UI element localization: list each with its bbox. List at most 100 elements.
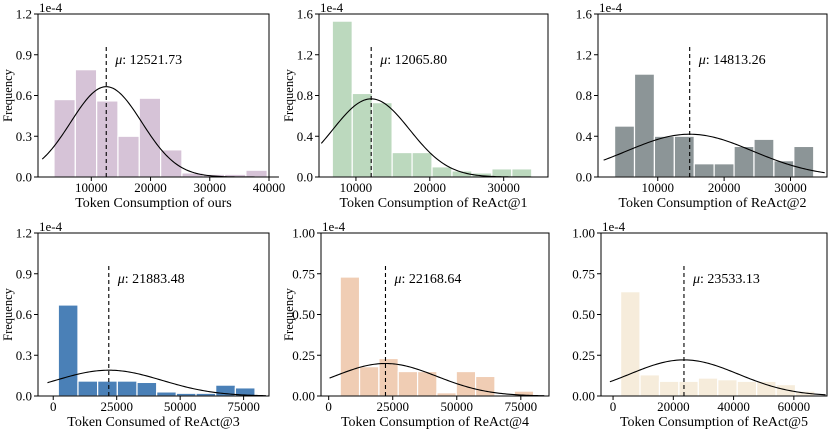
mu-value: : 14813.26 xyxy=(706,53,766,68)
y-tick-label: 0.75 xyxy=(292,266,315,281)
y-axis-title: Frequency xyxy=(282,68,296,122)
y-tick-label: 0.4 xyxy=(576,129,593,144)
x-tick-label: 25000 xyxy=(100,399,133,414)
x-tick-label: 10000 xyxy=(641,180,674,195)
histogram-bar xyxy=(658,380,680,397)
x-tick-label: 40000 xyxy=(253,180,286,195)
x-tick-label: 30000 xyxy=(487,180,520,195)
histogram-bar xyxy=(717,379,738,397)
x-tick-label: 40000 xyxy=(717,399,750,414)
x-axis-title: Token Consumption of ReAct@1 xyxy=(339,196,527,211)
histogram-bar xyxy=(339,276,361,397)
x-tick-label: 25000 xyxy=(376,399,409,414)
histogram-bar xyxy=(639,374,661,397)
mu-value: : 22168.64 xyxy=(402,272,462,287)
histogram-bar xyxy=(371,102,393,178)
mean-annotation: μ: 14813.26 xyxy=(698,53,766,68)
histogram-bar xyxy=(475,375,496,397)
histogram-bar xyxy=(653,135,675,178)
y-tick-label: 0.6 xyxy=(16,307,33,322)
x-tick-label: 10000 xyxy=(340,180,373,195)
y-tick-label: 0.0 xyxy=(16,389,32,404)
normal-fit-curve xyxy=(329,362,545,397)
mu-symbol: μ xyxy=(117,272,125,287)
x-axis-title: Token Consumption of ReAct@5 xyxy=(620,415,808,429)
histogram-bar xyxy=(138,97,162,178)
histogram-bar xyxy=(693,163,715,178)
y-scale-exponent: 1e-4 xyxy=(320,0,344,15)
x-axis-title: Token Consumption of ReAct@2 xyxy=(618,196,806,211)
y-tick-label: 0.8 xyxy=(576,88,592,103)
y-tick-label: 0.9 xyxy=(16,266,32,281)
mean-annotation: μ: 23533.13 xyxy=(692,272,760,287)
x-tick-label: 75000 xyxy=(227,399,260,414)
x-tick-label: 0 xyxy=(325,399,332,414)
histogram-bar xyxy=(57,304,79,397)
histogram-bar xyxy=(736,380,758,397)
y-tick-label: 1.6 xyxy=(297,7,314,22)
x-tick-label: 20000 xyxy=(134,180,167,195)
mu-symbol: μ xyxy=(379,53,387,68)
x-axis-title: Token Consumed of ReAct@3 xyxy=(67,415,240,429)
histogram-bar xyxy=(491,168,513,178)
x-tick-label: 0 xyxy=(610,399,617,414)
x-tick-label: 20000 xyxy=(708,180,741,195)
x-tick-label: 10000 xyxy=(75,180,108,195)
y-tick-label: 0.6 xyxy=(16,88,33,103)
y-scale-exponent: 1e-4 xyxy=(39,0,63,15)
y-tick-label: 0.0 xyxy=(297,170,313,185)
mu-value: : 12065.80 xyxy=(387,53,447,68)
normal-fit-curve xyxy=(47,369,266,397)
y-tick-label: 0.75 xyxy=(572,266,595,281)
mean-annotation: μ: 12521.73 xyxy=(114,53,182,68)
y-tick-label: 0.00 xyxy=(572,389,595,404)
mu-value: : 21883.48 xyxy=(125,272,185,287)
x-tick-label: 75000 xyxy=(505,399,538,414)
y-tick-label: 1.2 xyxy=(576,47,592,62)
subplot-3: μ: 14813.26 0.0 0.4 0.8 1.2 1.6 10000 20000 3000… xyxy=(576,0,828,211)
x-tick-label: 60000 xyxy=(778,399,811,414)
subplot-6: μ: 23533.13 0.00 0.25 0.50 0.75 1.00 0 20000 400… xyxy=(572,219,828,429)
histogram-bar xyxy=(397,370,419,397)
mu-symbol: μ xyxy=(114,53,122,68)
y-tick-label: 0.9 xyxy=(16,47,32,62)
x-axis-title: Token Consumption of ReAct@4 xyxy=(341,415,529,429)
mu-symbol: μ xyxy=(692,272,700,287)
histogram-bar xyxy=(678,380,699,397)
histogram-bar xyxy=(756,380,777,397)
y-tick-label: 0.50 xyxy=(292,307,315,322)
y-tick-label: 0.0 xyxy=(576,170,592,185)
y-scale-exponent: 1e-4 xyxy=(602,219,626,234)
histogram-bar xyxy=(619,291,641,397)
histogram-bar xyxy=(455,370,477,397)
y-tick-label: 0.00 xyxy=(292,389,315,404)
x-axis-title: Token Consumption of ours xyxy=(75,196,232,211)
histogram-bar xyxy=(793,145,815,178)
histogram-bar xyxy=(391,151,413,178)
histogram-bar xyxy=(673,135,695,178)
x-tick-label: 20000 xyxy=(657,399,690,414)
histogram-bar xyxy=(136,381,158,397)
y-tick-label: 0.3 xyxy=(16,129,32,144)
histogram-bar xyxy=(713,163,735,178)
y-scale-exponent: 1e-4 xyxy=(39,219,63,234)
y-tick-label: 0.25 xyxy=(292,348,315,363)
histogram-bar xyxy=(245,169,268,178)
mu-symbol: μ xyxy=(698,53,706,68)
subplot-2: μ: 12065.80 0.0 0.4 0.8 1.2 1.6 10000 20000 3000… xyxy=(282,0,549,211)
subplot-5: μ: 22168.64 0.00 0.25 0.50 0.75 1.00 0 25000 500… xyxy=(282,219,550,429)
y-tick-label: 1.2 xyxy=(297,47,313,62)
histogram-bar xyxy=(160,149,183,178)
y-tick-label: 0.50 xyxy=(572,307,595,322)
x-tick-label: 20000 xyxy=(414,180,447,195)
mu-value: : 23533.13 xyxy=(700,272,760,287)
histogram-bar xyxy=(77,380,99,397)
y-tick-label: 1.00 xyxy=(572,226,595,241)
histogram-bar xyxy=(156,391,177,397)
histogram-bar xyxy=(633,73,656,178)
x-tick-label: 50000 xyxy=(164,399,197,414)
histogram-bar xyxy=(53,98,76,178)
histogram-bar xyxy=(358,366,380,397)
x-tick-label: 0 xyxy=(50,399,57,414)
